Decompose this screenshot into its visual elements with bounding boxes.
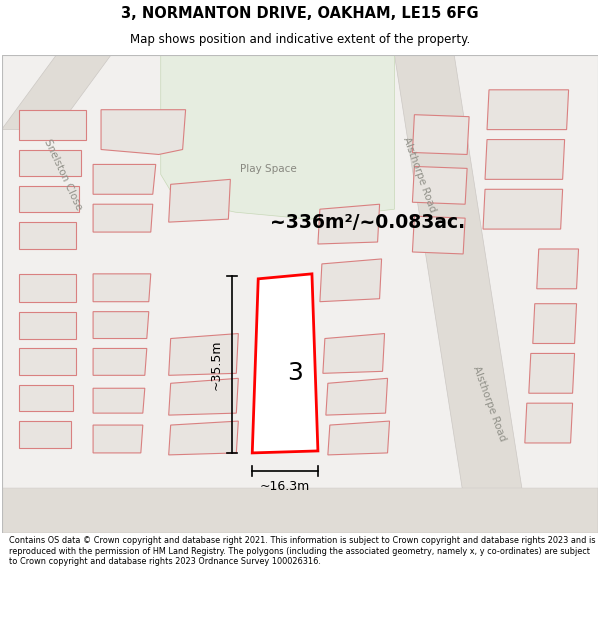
Polygon shape xyxy=(93,425,143,453)
Text: Snelston Close: Snelston Close xyxy=(43,138,84,211)
Polygon shape xyxy=(395,55,529,532)
Polygon shape xyxy=(19,110,86,139)
Polygon shape xyxy=(169,179,230,222)
Polygon shape xyxy=(529,354,575,393)
Polygon shape xyxy=(19,186,79,212)
Polygon shape xyxy=(252,274,318,453)
Polygon shape xyxy=(93,164,156,194)
Polygon shape xyxy=(93,388,145,413)
Polygon shape xyxy=(328,421,389,455)
Polygon shape xyxy=(525,403,572,443)
Polygon shape xyxy=(483,189,563,229)
Polygon shape xyxy=(19,274,76,302)
Polygon shape xyxy=(2,488,598,532)
Polygon shape xyxy=(412,115,469,154)
Text: ~16.3m: ~16.3m xyxy=(260,480,310,493)
Polygon shape xyxy=(485,139,565,179)
Polygon shape xyxy=(533,304,577,344)
Polygon shape xyxy=(93,204,153,232)
Polygon shape xyxy=(101,110,185,154)
Polygon shape xyxy=(326,378,388,415)
Text: Map shows position and indicative extent of the property.: Map shows position and indicative extent… xyxy=(130,33,470,46)
Polygon shape xyxy=(19,349,76,376)
Text: ~336m²/~0.083ac.: ~336m²/~0.083ac. xyxy=(270,213,465,232)
Polygon shape xyxy=(169,378,238,415)
Polygon shape xyxy=(19,222,76,249)
Text: Play Space: Play Space xyxy=(240,164,296,174)
Text: ~35.5m: ~35.5m xyxy=(210,339,223,389)
Polygon shape xyxy=(169,421,238,455)
Polygon shape xyxy=(323,334,385,373)
Polygon shape xyxy=(161,55,395,219)
Text: 3: 3 xyxy=(287,361,303,386)
Polygon shape xyxy=(487,90,569,129)
Polygon shape xyxy=(412,216,465,254)
Polygon shape xyxy=(169,334,238,376)
Polygon shape xyxy=(19,312,76,339)
Polygon shape xyxy=(19,149,81,176)
Text: 3, NORMANTON DRIVE, OAKHAM, LE15 6FG: 3, NORMANTON DRIVE, OAKHAM, LE15 6FG xyxy=(121,6,479,21)
Polygon shape xyxy=(19,385,73,411)
Polygon shape xyxy=(19,421,71,448)
Polygon shape xyxy=(2,55,598,532)
Text: Contains OS data © Crown copyright and database right 2021. This information is : Contains OS data © Crown copyright and d… xyxy=(9,536,595,566)
Polygon shape xyxy=(320,259,382,302)
Polygon shape xyxy=(2,55,111,129)
Polygon shape xyxy=(537,249,578,289)
Polygon shape xyxy=(93,312,149,339)
Polygon shape xyxy=(318,204,380,244)
Polygon shape xyxy=(93,349,147,376)
Polygon shape xyxy=(412,166,467,204)
Text: Alsthorpe Road: Alsthorpe Road xyxy=(401,136,437,213)
Text: Alsthorpe Road: Alsthorpe Road xyxy=(471,364,507,442)
Polygon shape xyxy=(93,274,151,302)
